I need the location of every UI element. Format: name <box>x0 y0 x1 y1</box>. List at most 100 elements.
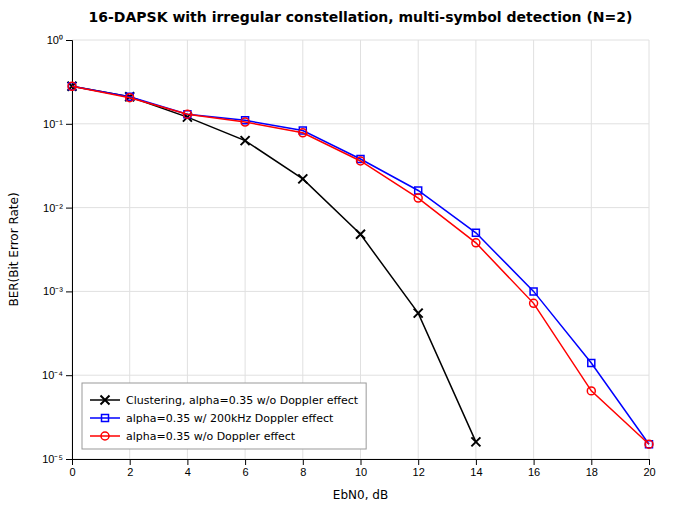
legend-label: alpha=0.35 w/ 200kHz Doppler effect <box>126 412 334 425</box>
data-point <box>530 299 538 307</box>
tick-mark <box>66 208 72 209</box>
tick-mark <box>303 459 304 465</box>
tick-label: 4 <box>185 466 191 478</box>
series-group <box>68 82 653 448</box>
tick: 10⁻¹ <box>43 118 72 130</box>
tick: 10⁰ <box>47 34 72 46</box>
legend-item: alpha=0.35 w/o Doppler effect <box>90 430 296 443</box>
grid-line-y <box>72 40 649 41</box>
grid-line-y <box>72 207 649 208</box>
tick: 10 <box>355 459 367 478</box>
tick: 16 <box>528 459 540 478</box>
data-point <box>472 239 480 247</box>
legend: Clustering, alpha=0.35 w/o Doppler effec… <box>82 383 366 449</box>
data-point <box>356 230 365 239</box>
data-point <box>472 229 479 236</box>
grid-line-y <box>72 123 649 124</box>
grid-line-y <box>72 375 649 376</box>
tick: 12 <box>413 459 425 478</box>
tick-label: 10⁻¹ <box>43 118 63 130</box>
legend-item: Clustering, alpha=0.35 w/o Doppler effec… <box>90 394 359 407</box>
axis-line <box>73 460 650 466</box>
chart-title: 16-DAPSK with irregular constellation, m… <box>89 9 633 25</box>
tick-label: 10⁻² <box>43 202 63 214</box>
tick-mark <box>66 124 72 125</box>
grid-line-x <box>591 40 592 459</box>
tick-mark <box>66 40 72 41</box>
data-point <box>241 118 249 126</box>
tick-mark <box>66 375 72 376</box>
tick-mark <box>245 459 246 465</box>
x-axis: 0 2 4 6 8 10 12 14 16 18 20 <box>69 459 655 478</box>
tick: 10⁻² <box>43 202 72 214</box>
tick: 10⁻⁴ <box>42 369 72 381</box>
legend-item: alpha=0.35 w/ 200kHz Doppler effect <box>90 412 334 425</box>
tick-label: 6 <box>243 466 249 478</box>
chart-container: 0 2 4 6 8 10 12 14 16 18 20 10⁻⁵ 10⁻⁴ 10⁻³ 10⁻² 10⁻¹ 10⁰… <box>0 0 673 511</box>
data-point <box>471 437 480 446</box>
tick-mark <box>476 459 477 465</box>
legend-line <box>90 417 120 419</box>
data-point <box>588 359 595 366</box>
tick: 10⁻⁵ <box>42 453 72 465</box>
tick: 10⁻³ <box>43 285 72 297</box>
tick-mark <box>130 459 131 465</box>
x-axis-title: EbN0, dB <box>333 488 388 502</box>
tick-label: 8 <box>300 466 306 478</box>
data-point <box>414 309 423 318</box>
y-axis-title: BER(Bit Error Rate) <box>7 192 21 306</box>
tick-mark <box>361 459 362 465</box>
tick-label: 14 <box>470 466 482 478</box>
grid-line-x <box>418 40 419 459</box>
tick: 20 <box>643 459 655 478</box>
tick-label: 18 <box>586 466 598 478</box>
data-point <box>530 288 537 295</box>
grid-line-y <box>72 291 649 292</box>
tick-mark <box>187 459 188 465</box>
tick: 18 <box>586 459 598 478</box>
data-point <box>645 440 653 448</box>
legend-marker <box>101 396 110 405</box>
data-point <box>241 136 250 145</box>
tick-label: 10 <box>355 466 367 478</box>
tick-mark <box>591 459 592 465</box>
legend-box <box>82 383 366 449</box>
data-point <box>357 157 365 165</box>
legend-marker <box>101 432 109 440</box>
data-point <box>126 94 134 102</box>
tick-label: 20 <box>643 466 655 478</box>
tick-mark <box>66 291 72 292</box>
tick: 4 <box>185 459 191 478</box>
grid <box>72 40 649 459</box>
grid-line-x <box>649 40 650 459</box>
legend-line <box>90 435 120 437</box>
legend-label: Clustering, alpha=0.35 w/o Doppler effec… <box>126 394 359 407</box>
data-point <box>183 110 191 118</box>
legend-label: alpha=0.35 w/o Doppler effect <box>126 430 296 443</box>
tick-label: 10⁻⁴ <box>42 369 63 381</box>
data-point <box>414 194 422 202</box>
tick: 2 <box>127 459 133 478</box>
tick-mark <box>649 459 650 465</box>
axis-line <box>66 41 73 460</box>
data-point <box>298 174 307 183</box>
tick: 6 <box>243 459 249 478</box>
tick-label: 16 <box>528 466 540 478</box>
tick-label: 10⁰ <box>47 34 63 46</box>
tick-mark <box>418 459 419 465</box>
y-axis: 10⁻⁵ 10⁻⁴ 10⁻³ 10⁻² 10⁻¹ 10⁰ <box>42 34 72 465</box>
tick-label: 0 <box>69 466 75 478</box>
tick: 8 <box>300 459 306 478</box>
tick-label: 2 <box>127 466 133 478</box>
data-point <box>299 129 307 137</box>
tick-label: 10⁻³ <box>43 285 63 297</box>
tick-mark <box>66 459 72 460</box>
tick: 14 <box>470 459 482 478</box>
data-point <box>587 387 595 395</box>
tick-label: 10⁻⁵ <box>42 453 63 465</box>
legend-marker <box>102 415 109 422</box>
data-point <box>415 187 422 194</box>
tick: 0 <box>69 459 75 478</box>
tick-label: 12 <box>413 466 425 478</box>
tick-mark <box>534 459 535 465</box>
